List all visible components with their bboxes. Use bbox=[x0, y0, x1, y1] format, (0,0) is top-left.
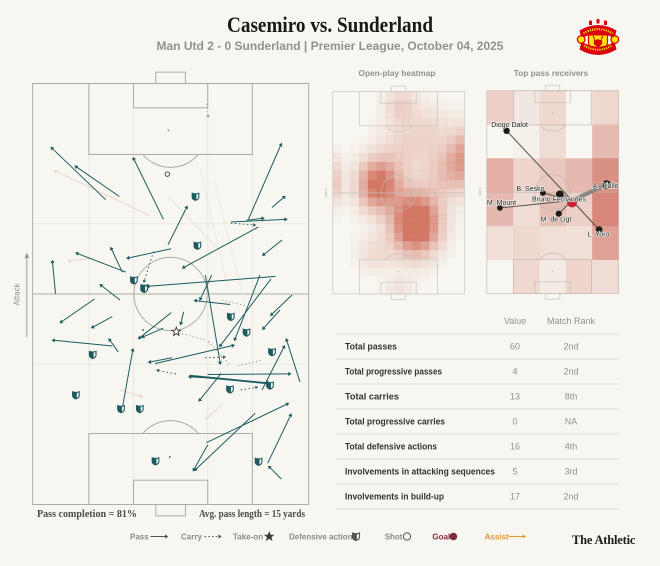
svg-text:Avg. pass length = 15 yards: Avg. pass length = 15 yards bbox=[199, 508, 306, 520]
svg-text:13: 13 bbox=[510, 392, 520, 402]
svg-text:A. Diallo: A. Diallo bbox=[592, 183, 618, 190]
svg-text:NA: NA bbox=[565, 417, 578, 427]
svg-text:Man Utd 2 - 0 Sunderland | Pre: Man Utd 2 - 0 Sunderland | Premier Leagu… bbox=[157, 39, 504, 53]
svg-text:B. Sesko: B. Sesko bbox=[516, 186, 544, 193]
svg-text:M. de Ligt: M. de Ligt bbox=[541, 216, 572, 223]
svg-text:Top pass receivers: Top pass receivers bbox=[514, 68, 589, 78]
svg-text:2nd: 2nd bbox=[563, 367, 578, 377]
svg-text:L. Yoro: L. Yoro bbox=[588, 232, 610, 239]
svg-text:Diogo Dalot: Diogo Dalot bbox=[491, 122, 528, 129]
svg-text:Pass completion = 81%: Pass completion = 81% bbox=[37, 508, 137, 520]
svg-text:The Athletic: The Athletic bbox=[572, 533, 636, 547]
svg-text:Casemiro vs. Sunderland: Casemiro vs. Sunderland bbox=[227, 12, 433, 37]
svg-text:Attack: Attack bbox=[13, 282, 22, 305]
svg-text:3rd: 3rd bbox=[564, 467, 577, 477]
svg-text:Open-play heatmap: Open-play heatmap bbox=[359, 68, 436, 78]
svg-text:Carry: Carry bbox=[181, 533, 202, 542]
svg-text:Involvements in build-up: Involvements in build-up bbox=[345, 492, 444, 502]
svg-text:2nd: 2nd bbox=[563, 342, 578, 352]
svg-text:Defensive action: Defensive action bbox=[289, 533, 353, 542]
svg-text:Match Rank: Match Rank bbox=[547, 316, 596, 326]
svg-text:60: 60 bbox=[510, 342, 520, 352]
svg-text:Total passes: Total passes bbox=[345, 342, 397, 352]
svg-text:4th: 4th bbox=[565, 442, 578, 452]
svg-text:Bruno Fernandes: Bruno Fernandes bbox=[532, 196, 587, 203]
svg-text:Shot: Shot bbox=[385, 533, 403, 542]
svg-text:Total progressive passes: Total progressive passes bbox=[345, 367, 442, 377]
svg-text:16: 16 bbox=[510, 442, 520, 452]
svg-text:Attack: Attack bbox=[478, 187, 482, 196]
svg-text:Goal: Goal bbox=[432, 533, 450, 542]
svg-text:2nd: 2nd bbox=[563, 492, 578, 502]
svg-text:17: 17 bbox=[510, 492, 520, 502]
svg-text:4: 4 bbox=[512, 367, 517, 377]
svg-text:0: 0 bbox=[512, 417, 517, 427]
svg-text:5: 5 bbox=[512, 467, 517, 477]
svg-text:Involvements in attacking sequ: Involvements in attacking sequences bbox=[345, 467, 495, 477]
svg-text:Total defensive actions: Total defensive actions bbox=[345, 442, 437, 452]
svg-text:Total carries: Total carries bbox=[345, 392, 399, 402]
svg-text:Total progressive carries: Total progressive carries bbox=[345, 417, 445, 427]
svg-text:Value: Value bbox=[504, 316, 526, 326]
svg-text:8th: 8th bbox=[565, 392, 578, 402]
svg-text:Pass: Pass bbox=[130, 533, 149, 542]
svg-text:Assist: Assist bbox=[485, 533, 509, 542]
svg-text:M. Mount: M. Mount bbox=[487, 200, 516, 207]
svg-text:Take-on: Take-on bbox=[233, 533, 263, 542]
svg-text:Attack: Attack bbox=[324, 188, 328, 197]
